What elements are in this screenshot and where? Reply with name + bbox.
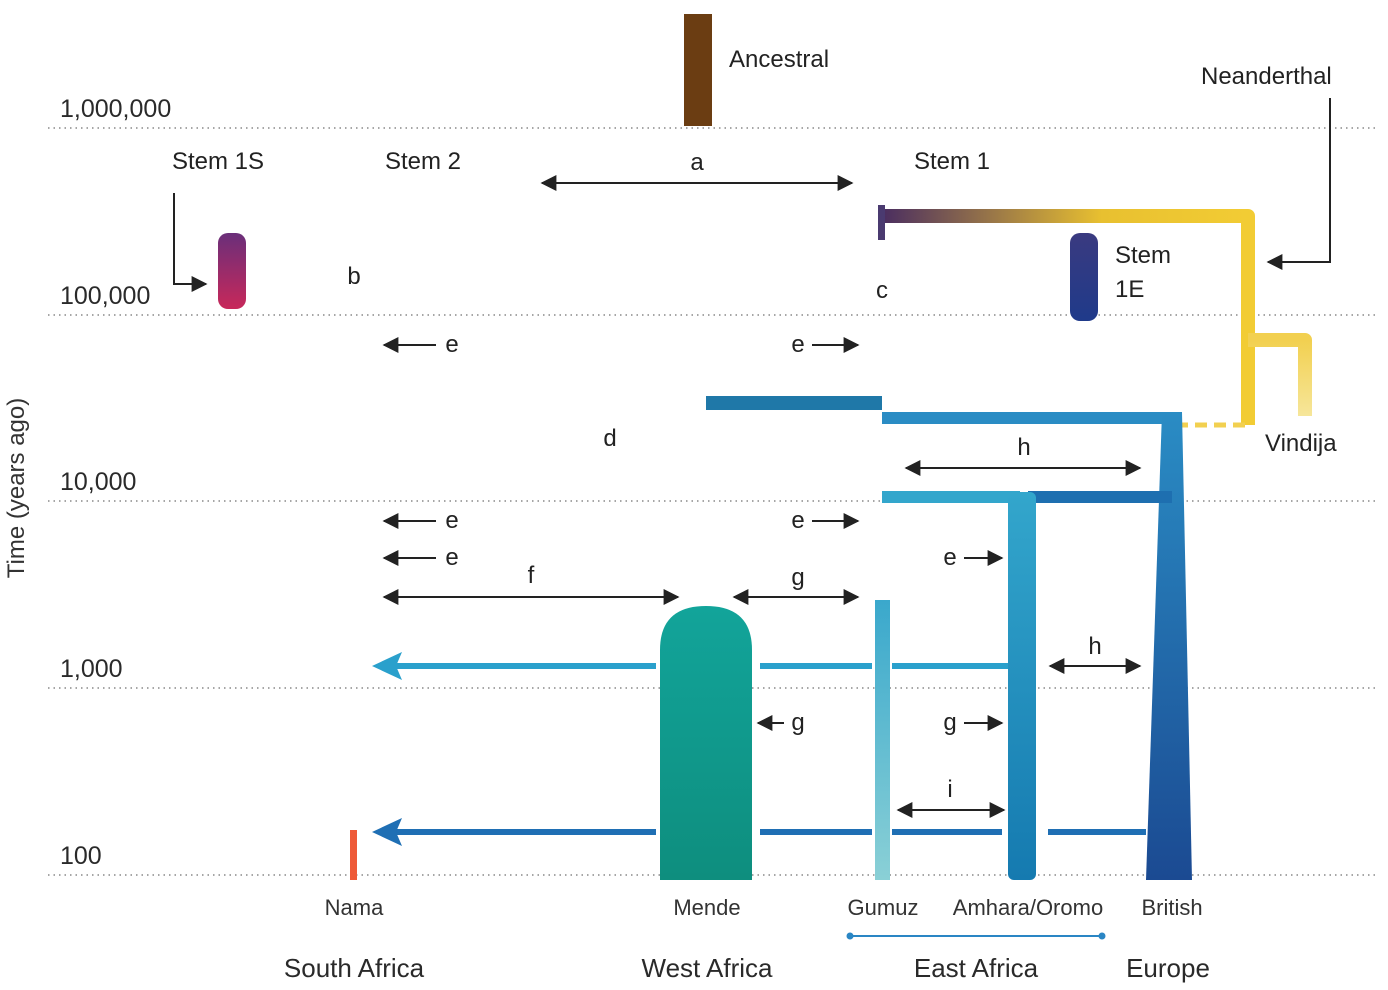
gumuz-lineage — [875, 600, 890, 880]
region-west-africa: West Africa — [641, 953, 773, 983]
tick-label-10000: 10,000 — [60, 468, 137, 496]
label-vindija: Vindija — [1265, 430, 1337, 457]
event-d: d — [603, 425, 617, 452]
vindija-lineage — [1248, 333, 1312, 416]
label-stem1e-line2: 1E — [1115, 276, 1145, 303]
event-i: i — [947, 776, 953, 803]
tick-label-100: 100 — [60, 842, 102, 870]
amhara-oromo-lineage — [1008, 492, 1036, 880]
label-ancestral: Ancestral — [729, 46, 830, 73]
event-arrows — [173, 98, 1331, 818]
event-e-2: e — [791, 331, 805, 358]
event-c: c — [876, 277, 888, 304]
region-east-africa: East Africa — [913, 953, 1039, 983]
label-stem2: Stem 2 — [385, 148, 462, 175]
event-h-1: h — [1017, 434, 1031, 461]
y-axis-label: Time (years ago) — [3, 397, 30, 579]
stem1s-lineage — [218, 233, 246, 309]
event-f: f — [527, 562, 535, 589]
tick-label-100000: 100,000 — [60, 282, 151, 310]
event-e-5: e — [445, 544, 459, 571]
region-south-africa: South Africa — [283, 953, 425, 983]
population-gumuz: Gumuz — [847, 895, 919, 920]
stem1e-lineage — [1070, 233, 1098, 321]
event-h-2: h — [1088, 633, 1102, 660]
event-a: a — [690, 149, 704, 176]
stem1-connector — [878, 205, 885, 240]
event-g-2: g — [791, 709, 805, 736]
label-stem1: Stem 1 — [914, 148, 991, 175]
tick-label-1000000: 1,000,000 — [60, 95, 172, 123]
event-g-3: g — [943, 709, 957, 736]
region-europe: Europe — [1126, 953, 1210, 983]
population-nama: Nama — [324, 895, 384, 920]
label-neanderthal: Neanderthal — [1201, 63, 1332, 90]
event-e-4: e — [791, 507, 805, 534]
event-e-1: e — [445, 331, 459, 358]
population-british: British — [1141, 895, 1203, 920]
ancestral-trunk — [684, 14, 712, 126]
event-b: b — [347, 263, 361, 290]
event-e-3: e — [445, 507, 459, 534]
event-e-6: e — [943, 544, 957, 571]
neanderthal-lineage — [882, 209, 1255, 425]
event-g-1: g — [791, 564, 805, 591]
east-africa-bracket — [846, 932, 1106, 940]
nama-lineage-tail — [350, 830, 357, 880]
british-lineage — [1146, 412, 1192, 880]
mende-expansion — [660, 606, 752, 880]
migration-1000 — [372, 652, 1008, 680]
population-amhara-oromo: Amhara/Oromo — [952, 895, 1104, 920]
label-stem1e-line1: Stem — [1115, 242, 1172, 269]
migration-100 — [372, 818, 1146, 846]
population-mende: Mende — [673, 895, 741, 920]
tick-label-1000: 1,000 — [60, 655, 123, 683]
label-stem1s: Stem 1S — [172, 148, 265, 175]
